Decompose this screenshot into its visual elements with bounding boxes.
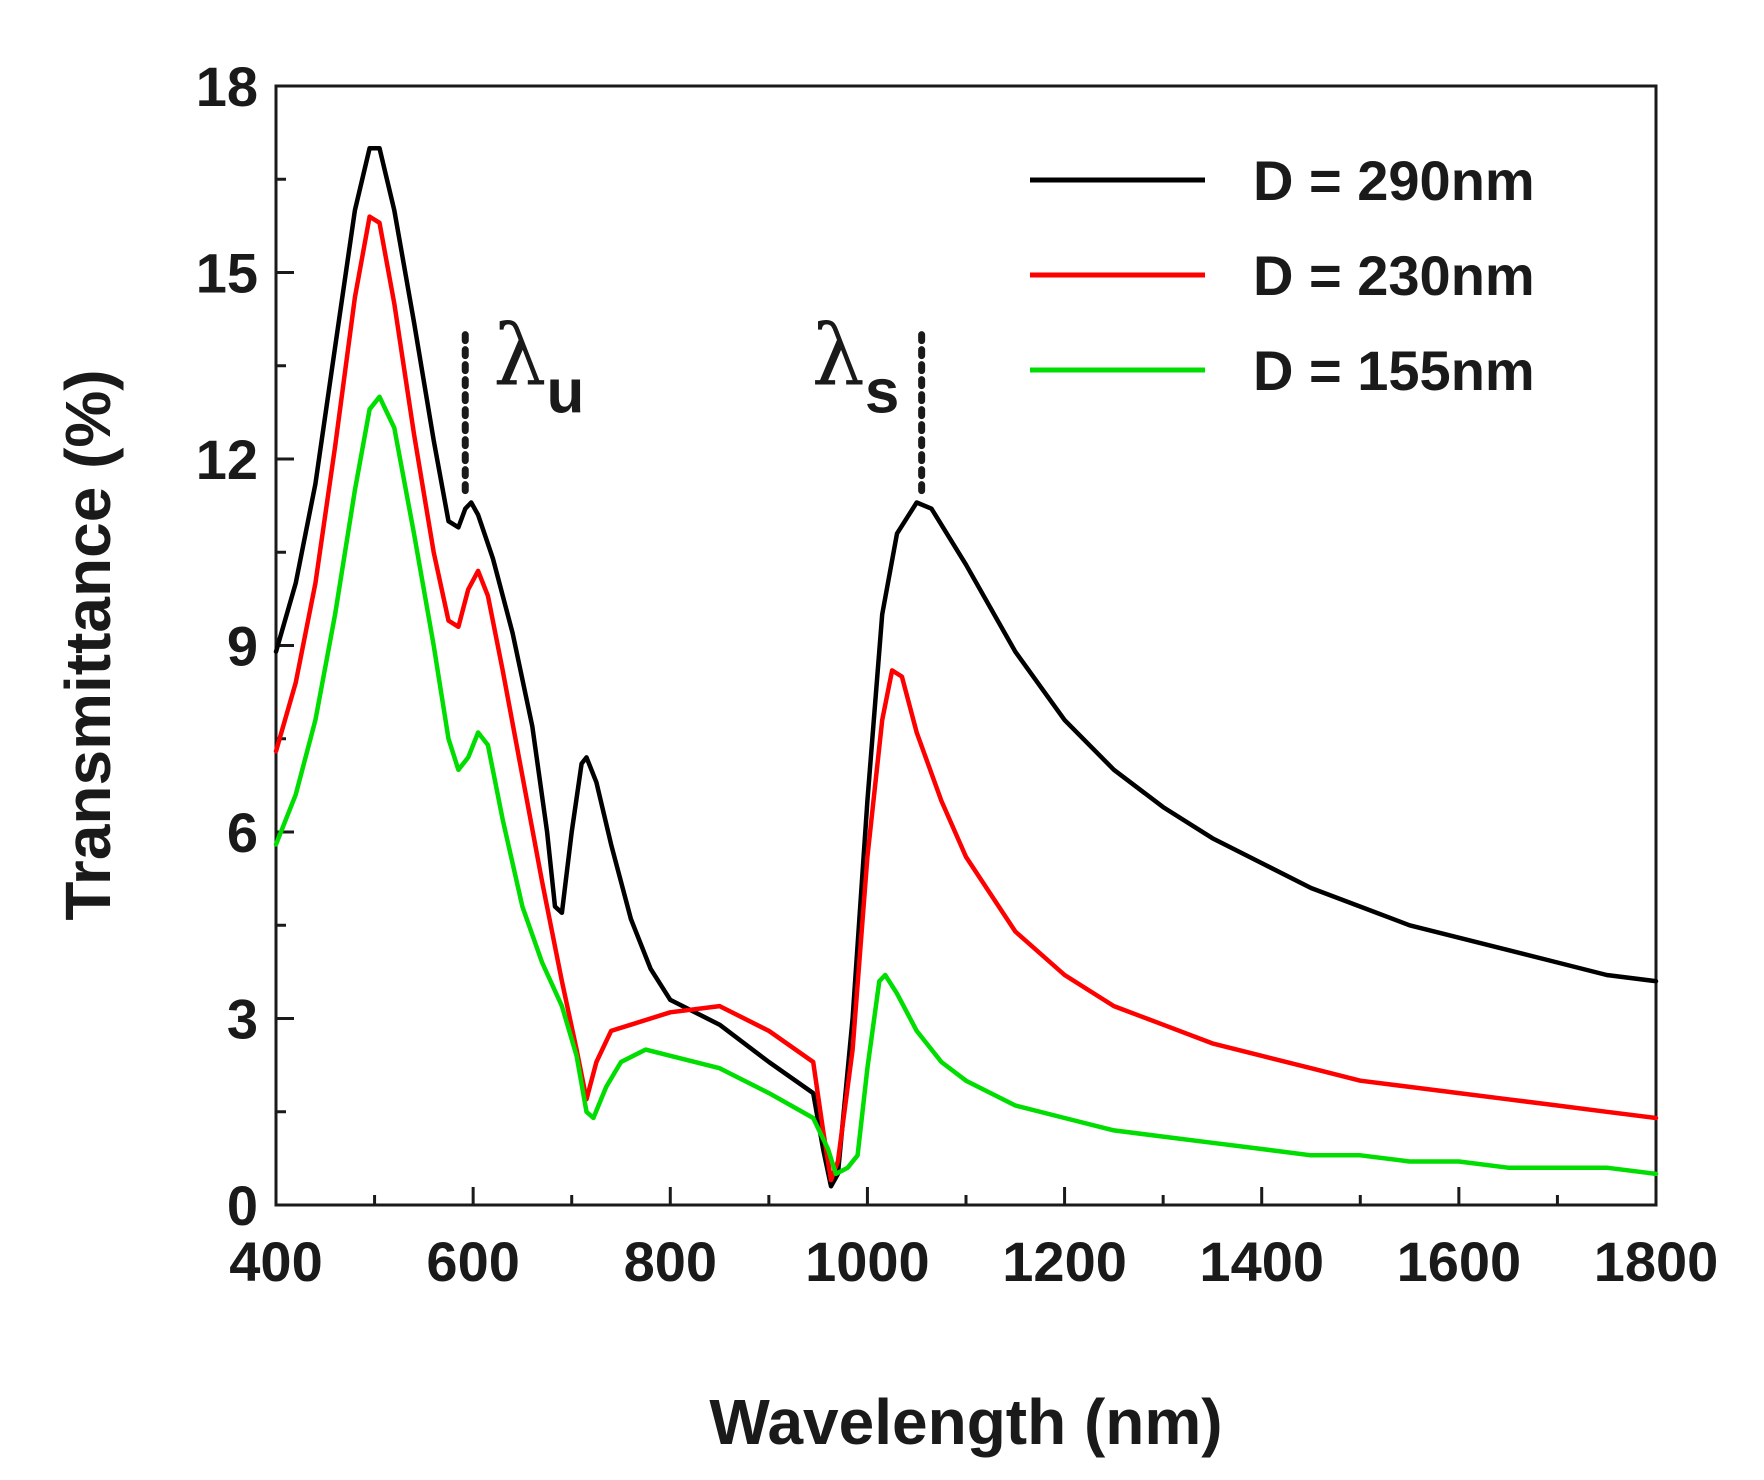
- x-tick-label: 800: [624, 1230, 717, 1293]
- x-tick-label: 400: [229, 1230, 322, 1293]
- x-tick-label: 1000: [805, 1230, 930, 1293]
- y-tick-label: 6: [227, 801, 258, 864]
- y-tick-label: 9: [227, 615, 258, 678]
- x-tick-label: 1200: [1002, 1230, 1127, 1293]
- legend: D = 290nm D = 230nm D = 155nm: [1030, 149, 1535, 402]
- y-axis-label: Transmittance (%): [52, 369, 124, 920]
- y-tick-label: 0: [227, 1174, 258, 1237]
- legend-label-0: D = 290nm: [1253, 149, 1535, 212]
- y-tick-label: 3: [227, 988, 258, 1051]
- y-axis-ticks: 0 3 6 9 12 15 18: [196, 55, 294, 1237]
- lambda-subscript: s: [865, 358, 899, 427]
- x-tick-label: 1800: [1594, 1230, 1719, 1293]
- y-tick-label: 12: [196, 428, 258, 491]
- legend-label-1: D = 230nm: [1253, 244, 1535, 307]
- series-line-1: [273, 214, 1659, 1183]
- series-line-0: [273, 145, 1659, 1189]
- lambda-symbol: λ: [493, 307, 546, 405]
- y-tick-label: 18: [196, 55, 258, 118]
- plot-area: 0 3 6 9 12 15 18 400 600 800 1000 1200 1400 1600 1800…: [196, 55, 1719, 1293]
- x-axis-label: Wavelength (nm): [709, 1386, 1222, 1458]
- lambda-subscript: u: [547, 358, 585, 427]
- x-axis-ticks: 400 600 800 1000 1200 1400 1600 1800: [229, 1187, 1718, 1293]
- series-line-2: [273, 394, 1659, 1177]
- legend-label-2: D = 155nm: [1253, 339, 1535, 402]
- x-tick-label: 600: [426, 1230, 519, 1293]
- annotation-label-lambda_u: λu: [493, 307, 584, 427]
- series-layer: [273, 145, 1659, 1189]
- annotation-layer: λu λs: [461, 307, 926, 500]
- x-tick-label: 1600: [1397, 1230, 1522, 1293]
- y-tick-label: 15: [196, 242, 258, 305]
- x-tick-label: 1400: [1199, 1230, 1324, 1293]
- annotation-label-lambda_s: λs: [812, 307, 900, 427]
- lambda-symbol: λ: [812, 307, 865, 405]
